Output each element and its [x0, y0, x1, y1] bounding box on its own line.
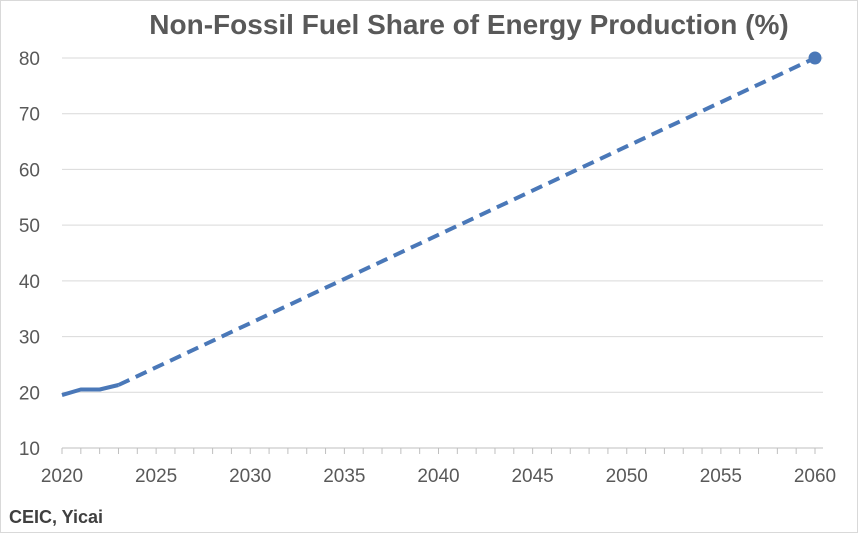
x-tick-label: 2055 [700, 466, 742, 487]
y-tick-label: 60 [19, 160, 40, 181]
x-tick-label: 2025 [135, 466, 177, 487]
y-tick-label: 50 [19, 216, 40, 237]
y-tick-label: 10 [19, 439, 40, 460]
end-point-marker [808, 51, 822, 65]
x-tick-label: 2040 [417, 466, 459, 487]
series [61, 51, 822, 398]
x-tick-label: 2035 [323, 466, 365, 487]
y-tick-label: 20 [19, 383, 40, 404]
axes [61, 447, 823, 454]
x-tick-label: 2030 [229, 466, 271, 487]
y-tick-label: 70 [19, 105, 40, 126]
y-tick-label: 80 [19, 49, 40, 70]
y-tick-label: 40 [19, 272, 40, 293]
x-tick-label: 2045 [511, 466, 553, 487]
x-tick-label: 2050 [606, 466, 648, 487]
x-tick-label: 2020 [41, 466, 83, 487]
projection-line [117, 56, 816, 387]
historical-line [61, 383, 119, 398]
source-note: CEIC, Yicai [9, 507, 104, 527]
x-tick-label: 2060 [794, 466, 836, 487]
chart-title: Non-Fossil Fuel Share of Energy Producti… [149, 9, 789, 40]
y-tick-label: 30 [19, 328, 40, 349]
